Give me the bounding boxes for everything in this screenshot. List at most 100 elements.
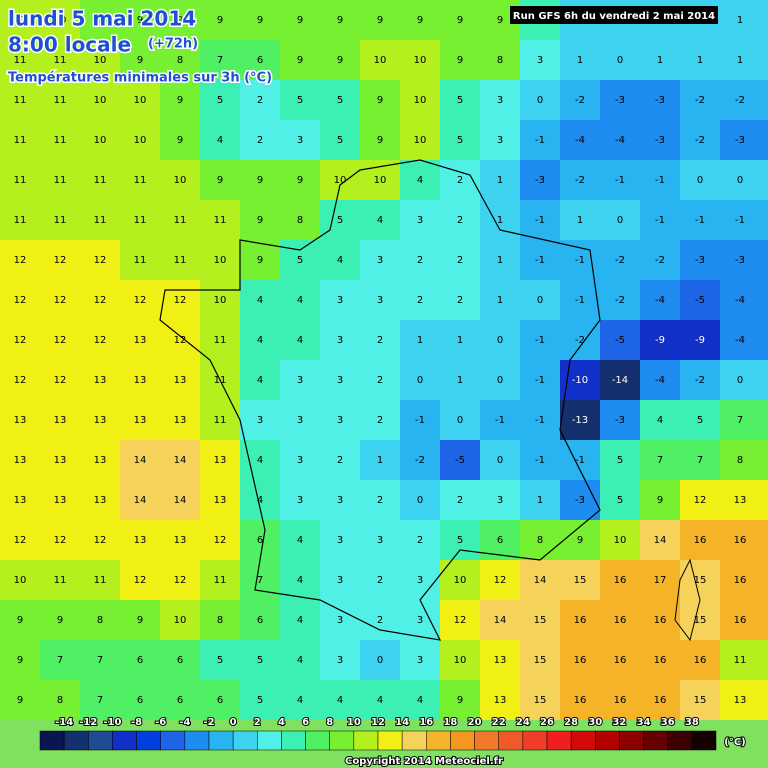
temperature-value: 3: [297, 495, 303, 506]
temperature-value: 16: [614, 655, 627, 666]
temperature-value: 0: [737, 375, 743, 386]
temperature-value: 11: [734, 655, 747, 666]
legend-tick-label: -10: [103, 717, 121, 728]
temperature-cell: [240, 200, 280, 240]
temperature-value: 13: [94, 455, 107, 466]
temperature-cell: [200, 640, 240, 680]
temperature-value: 9: [457, 55, 463, 66]
temperature-value: 1: [497, 215, 503, 226]
temperature-cell: [200, 280, 240, 320]
temperature-cell: [280, 360, 320, 400]
temperature-cell: [640, 520, 680, 560]
temperature-value: 4: [377, 695, 383, 706]
temperature-value: -1: [535, 215, 545, 226]
temperature-value: 14: [534, 575, 547, 586]
temperature-cell: [160, 640, 200, 680]
temperature-cell: [440, 320, 480, 360]
temperature-value: -1: [535, 375, 545, 386]
temperature-cell: [240, 80, 280, 120]
temperature-cell: [320, 480, 360, 520]
temperature-value: 12: [14, 375, 27, 386]
temperature-cell: [640, 480, 680, 520]
temperature-cell: [320, 40, 360, 80]
temperature-cell: [280, 280, 320, 320]
temperature-cell: [360, 560, 400, 600]
legend-tick-label: 28: [564, 717, 578, 728]
temperature-cell: [560, 600, 600, 640]
temperature-value: 3: [297, 375, 303, 386]
temperature-value: 9: [297, 55, 303, 66]
temperature-value: 11: [54, 135, 67, 146]
temperature-cell: [520, 160, 560, 200]
temperature-cell: [480, 80, 520, 120]
temperature-value: 7: [97, 655, 103, 666]
temperature-cell: [680, 680, 720, 720]
legend-swatch: [667, 730, 693, 751]
temperature-value: -2: [695, 95, 705, 106]
temperature-value: 7: [737, 415, 743, 426]
temperature-cell: [240, 640, 280, 680]
temperature-value: 10: [94, 55, 107, 66]
temperature-value: 3: [497, 95, 503, 106]
temperature-cell: [400, 160, 440, 200]
temperature-cell: [360, 200, 400, 240]
temperature-cell: [560, 560, 600, 600]
temperature-cell: [120, 0, 160, 40]
temperature-value: 4: [377, 215, 383, 226]
temperature-cell: [720, 360, 768, 400]
temperature-value: 11: [214, 215, 227, 226]
temperature-value: -2: [615, 255, 625, 266]
temperature-value: 12: [134, 575, 147, 586]
temperature-cell: [520, 320, 560, 360]
temperature-value: 2: [377, 335, 383, 346]
temperature-value: 6: [257, 55, 263, 66]
temperature-cell: [160, 520, 200, 560]
temperature-cell: [360, 280, 400, 320]
temperature-cell: [320, 280, 360, 320]
temperature-value: 3: [497, 495, 503, 506]
temperature-cell: [400, 200, 440, 240]
temperature-value: 6: [177, 695, 183, 706]
temperature-value: -9: [655, 335, 665, 346]
temperature-value: 11: [134, 215, 147, 226]
temperature-cell: [280, 480, 320, 520]
legend-tick-label: -6: [155, 717, 166, 728]
temperature-cell: [360, 120, 400, 160]
temperature-value: 1: [577, 215, 583, 226]
temperature-value: 5: [617, 455, 623, 466]
temperature-value: -2: [575, 95, 585, 106]
temperature-value: 3: [537, 55, 543, 66]
temperature-cell: [160, 120, 200, 160]
temperature-value: 10: [174, 175, 187, 186]
temperature-cell: [400, 440, 440, 480]
temperature-cell: [480, 120, 520, 160]
temperature-value: 6: [137, 695, 143, 706]
temperature-value: 0: [497, 375, 503, 386]
temperature-cell: [80, 680, 120, 720]
temperature-cell: [320, 320, 360, 360]
temperature-cell: [120, 400, 160, 440]
temperature-value: 4: [297, 695, 303, 706]
temperature-value: 9: [377, 15, 383, 26]
temperature-value: 15: [534, 695, 547, 706]
temperature-cell: [560, 160, 600, 200]
temperature-cell: [680, 400, 720, 440]
temperature-cell: [680, 520, 720, 560]
temperature-cell: [600, 80, 640, 120]
legend-swatch: [136, 730, 161, 751]
temperature-cell: [320, 240, 360, 280]
temperature-value: -3: [535, 175, 545, 186]
temperature-value: 12: [94, 335, 107, 346]
temperature-value: -14: [612, 375, 628, 386]
temperature-value: -13: [572, 415, 588, 426]
temperature-cell: [480, 440, 520, 480]
temperature-cell: [680, 440, 720, 480]
temperature-value: 12: [14, 335, 27, 346]
temperature-value: 11: [134, 255, 147, 266]
temperature-value: 14: [134, 495, 147, 506]
temperature-cell: [120, 80, 160, 120]
temperature-value: 3: [297, 415, 303, 426]
temperature-cell: [80, 0, 120, 40]
temperature-value: 2: [457, 215, 463, 226]
temperature-value: 7: [257, 575, 263, 586]
